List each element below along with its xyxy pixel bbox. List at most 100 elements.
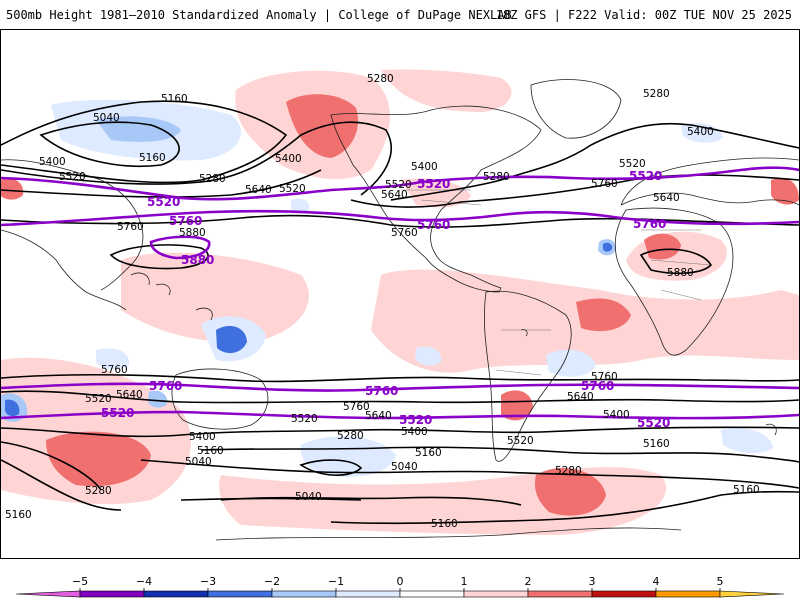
colorbar-tick-label: −1	[328, 575, 344, 588]
positive-anomaly-area	[1, 178, 24, 200]
negative-anomaly-area	[216, 326, 247, 354]
contour-label: 5280	[483, 171, 510, 183]
contour-5760-north-purple	[1, 209, 799, 227]
south-america-outline	[484, 290, 572, 462]
colorbar-bin	[655, 590, 721, 598]
positive-anomaly-area	[46, 431, 151, 487]
contour-label-purple: 5760	[417, 218, 450, 232]
contour-5160-south	[1, 459, 799, 511]
contour-label: 5040	[93, 112, 120, 124]
contour-labels: 5280 5160 5040 5160 5280 5400 5520 5400 …	[5, 73, 760, 530]
contour-5880-africa	[639, 248, 713, 275]
colorbar-tick-label: −2	[264, 575, 280, 588]
eurasia-outline	[1, 157, 799, 291]
colorbar-bin	[399, 590, 465, 598]
contour-label: 5520	[279, 183, 306, 195]
anomaly-colorbar: −5 −4 −3 −2 −1 0 1 2 3 4 5	[0, 570, 800, 600]
contour-label-purple: 5520	[637, 416, 670, 430]
map-title: 500mb Height 1981–2010 Standardized Anom…	[6, 8, 512, 22]
positive-anomaly-area	[121, 252, 309, 342]
contour-5040-bottom	[180, 497, 362, 501]
contour-5760-south	[1, 373, 799, 383]
negative-anomaly-area	[546, 349, 596, 377]
contour-label-purple: 5760	[169, 214, 202, 228]
negative-anomaly-area	[300, 436, 396, 477]
negative-anomaly-area	[148, 390, 168, 408]
positive-anomaly-area	[771, 178, 799, 205]
colorbar-tick-label: 4	[653, 575, 660, 588]
contour-label: 5520	[385, 179, 412, 191]
contour-label: 5640	[653, 192, 680, 204]
greenland-outline	[530, 79, 622, 139]
negative-anomaly-area	[5, 399, 20, 417]
contour-label: 5160	[161, 93, 188, 105]
north-america-outline	[330, 105, 542, 293]
contour-label: 5160	[733, 484, 760, 496]
colorbar-bin	[527, 590, 593, 598]
contour-label: 5160	[5, 509, 32, 521]
contour-label: 5760	[343, 401, 370, 413]
contour-label: 5280	[85, 485, 112, 497]
contour-5280-south	[1, 441, 799, 491]
contour-label: 5760	[101, 364, 128, 376]
negative-anomaly-area	[721, 428, 773, 454]
colorbar-bin	[591, 590, 657, 598]
colorbar-bin	[143, 590, 209, 598]
contour-5880-north	[109, 244, 209, 270]
contour-5160-bottom	[330, 490, 799, 525]
contour-label-purple: 5760	[633, 217, 666, 231]
contour-label: 5280	[337, 430, 364, 442]
contour-5160-north	[1, 100, 288, 184]
contour-5280-north	[1, 121, 799, 201]
contour-label: 5040	[185, 456, 212, 468]
country-borders	[401, 189, 712, 376]
contour-label: 5400	[401, 426, 428, 438]
asia-south-outline	[1, 229, 127, 311]
contour-label: 5040	[391, 461, 418, 473]
contour-5520-north-purple	[1, 166, 799, 201]
contour-5880-purple	[149, 235, 211, 260]
contour-label-purple: 5520	[399, 413, 432, 427]
contour-label: 5400	[687, 126, 714, 138]
contour-label: 5280	[555, 465, 582, 477]
contour-label: 5640	[567, 391, 594, 403]
coastlines	[1, 79, 799, 541]
contour-label: 5280	[643, 88, 670, 100]
highlight-contours	[1, 166, 799, 420]
colorbar-tick-label: 5	[717, 575, 724, 588]
contour-label: 5160	[139, 152, 166, 164]
contour-label-purple: 5880	[181, 253, 214, 267]
negative-anomaly-area	[96, 348, 130, 370]
contour-label: 5520	[59, 171, 86, 183]
positive-anomaly-area	[501, 390, 533, 421]
contour-5400-north	[1, 169, 799, 208]
colorbar-graphic: −5 −4 −3 −2 −1 0 1 2 3 4 5	[15, 575, 785, 598]
contour-label: 5160	[431, 518, 458, 530]
positive-anomaly-area	[576, 298, 631, 332]
contour-label: 5520	[85, 393, 112, 405]
contour-label: 5400	[275, 153, 302, 165]
negative-anomaly-area	[603, 242, 613, 252]
contour-label: 5040	[295, 491, 322, 503]
colorbar-bin	[719, 590, 785, 598]
positive-anomaly-area	[644, 233, 681, 260]
contour-label: 5520	[619, 158, 646, 170]
colorbar-bin	[15, 590, 81, 598]
colorbar-bin	[207, 590, 273, 598]
contour-label: 5880	[179, 227, 206, 239]
contour-label: 5160	[197, 445, 224, 457]
contour-5040-north	[39, 121, 180, 168]
contour-label: 5160	[643, 438, 670, 450]
height-contours	[1, 100, 799, 525]
islands-outline	[130, 272, 777, 436]
colorbar-bin	[463, 590, 529, 598]
colorbar-bin	[271, 590, 337, 598]
contour-label-purple: 5760	[149, 379, 182, 393]
colorbar-tick-label: 3	[589, 575, 596, 588]
run-info: 18Z GFS | F222 Valid: 00Z TUE NOV 25 202…	[495, 8, 792, 22]
contour-label: 5520	[291, 413, 318, 425]
colorbar-tick-label: −3	[200, 575, 216, 588]
contour-label: 5640	[245, 184, 272, 196]
contour-label: 5400	[411, 161, 438, 173]
map-panel: 5280 5160 5040 5160 5280 5400 5520 5400 …	[0, 29, 800, 559]
